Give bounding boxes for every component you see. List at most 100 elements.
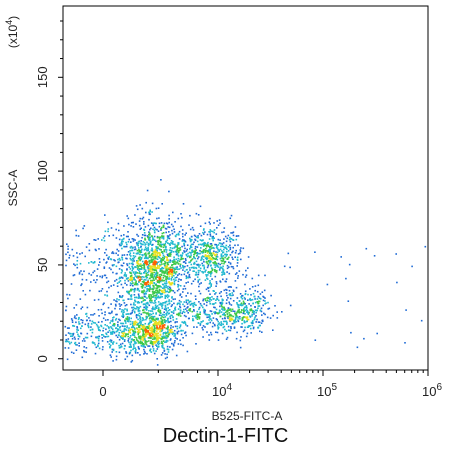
data-point: [130, 296, 132, 298]
data-point: [73, 336, 76, 339]
data-point: [150, 222, 153, 224]
data-point: [149, 282, 152, 284]
data-point: [165, 251, 168, 253]
data-point: [225, 280, 227, 283]
data-point: [144, 332, 147, 335]
data-point: [138, 250, 141, 252]
data-point: [168, 214, 170, 217]
data-point: [121, 296, 123, 299]
data-point: [98, 329, 100, 331]
data-point: [143, 271, 146, 273]
data-point: [120, 264, 123, 267]
data-point: [101, 275, 104, 277]
data-point: [229, 254, 232, 256]
data-point: [162, 277, 165, 279]
data-point: [179, 303, 181, 305]
data-point: [236, 303, 239, 306]
data-point: [251, 309, 253, 312]
data-point: [130, 221, 133, 224]
data-point: [213, 250, 215, 253]
data-point: [152, 306, 154, 308]
data-point: [221, 267, 224, 270]
data-point: [164, 227, 167, 230]
data-point: [177, 308, 180, 310]
data-point: [223, 273, 226, 275]
data-point: [196, 236, 199, 239]
data-point: [139, 317, 141, 319]
data-point: [173, 274, 175, 277]
data-point: [65, 309, 67, 312]
data-point: [161, 271, 164, 273]
data-point: [175, 354, 178, 357]
data-point: [118, 257, 121, 260]
data-point: [204, 254, 207, 256]
data-point: [152, 291, 154, 294]
data-point: [200, 258, 203, 260]
data-point: [174, 263, 177, 265]
data-point: [143, 289, 145, 292]
data-point: [170, 240, 173, 242]
data-point: [91, 328, 94, 331]
data-point: [262, 295, 264, 298]
data-point: [211, 269, 214, 272]
data-point: [171, 333, 174, 336]
data-point: [173, 270, 175, 272]
data-point: [147, 327, 150, 330]
data-point: [168, 302, 171, 305]
data-point: [159, 268, 162, 270]
data-point: [170, 273, 172, 275]
data-point: [109, 354, 112, 356]
data-point: [164, 243, 167, 245]
data-point: [145, 290, 148, 293]
data-point: [64, 325, 67, 328]
data-point: [159, 244, 161, 246]
data-point: [162, 238, 165, 240]
data-point: [155, 320, 157, 323]
data-point: [175, 258, 177, 261]
data-point: [260, 310, 263, 313]
data-point: [74, 315, 76, 317]
data-point: [155, 298, 158, 300]
data-point: [171, 348, 174, 351]
data-point: [240, 336, 242, 338]
data-point: [152, 296, 155, 298]
data-point: [150, 279, 152, 282]
data-point: [157, 285, 159, 287]
data-point: [205, 269, 207, 272]
data-point: [228, 238, 231, 241]
data-point: [151, 269, 154, 272]
data-point: [208, 319, 210, 321]
data-point: [73, 316, 76, 319]
data-point: [187, 306, 189, 308]
data-point: [161, 329, 164, 331]
data-point: [135, 338, 138, 341]
data-point: [162, 324, 164, 326]
data-point: [146, 340, 148, 343]
data-point: [216, 256, 219, 258]
data-point: [150, 249, 153, 251]
data-point: [219, 263, 221, 266]
data-point: [73, 274, 76, 276]
data-point: [172, 331, 174, 333]
data-point: [121, 335, 124, 337]
data-point: [247, 312, 249, 314]
data-point: [134, 239, 136, 241]
data-point: [143, 265, 145, 267]
data-point: [195, 260, 198, 263]
data-point: [78, 345, 80, 347]
data-point: [185, 232, 187, 234]
data-point: [121, 258, 124, 261]
data-point: [197, 252, 199, 255]
data-point: [215, 299, 217, 301]
data-point: [179, 265, 181, 267]
data-point: [262, 304, 264, 307]
data-point: [122, 330, 124, 333]
data-point: [142, 299, 145, 302]
data-point: [127, 335, 129, 338]
data-point: [141, 345, 143, 347]
data-point: [139, 328, 142, 331]
data-point: [154, 253, 156, 256]
data-point: [172, 298, 175, 301]
data-point: [172, 319, 175, 321]
data-point: [195, 298, 197, 300]
